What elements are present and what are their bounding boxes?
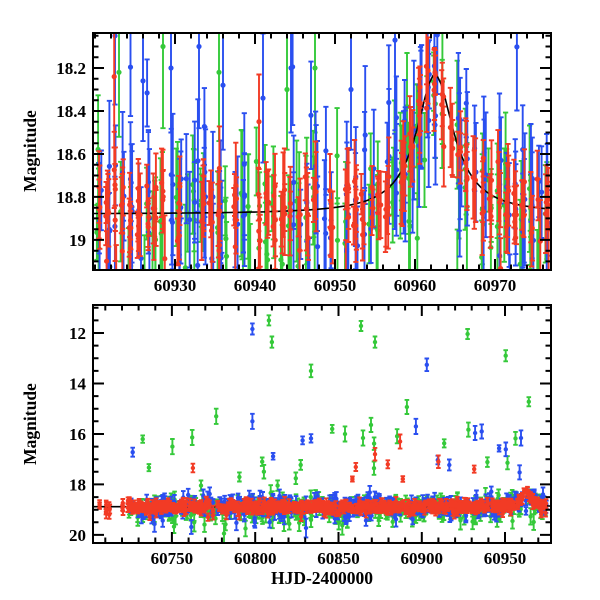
bottom-panel-data: [93, 314, 551, 543]
x-tick-label: 60800: [234, 549, 277, 568]
series-red-points: [97, 439, 549, 520]
y-tick-label: 14: [69, 375, 87, 394]
x-tick-label: 60950: [484, 549, 527, 568]
top-panel-axes: 60930 60940 60950 60960 60970 18.2 18.4 18.6 18.…: [56, 32, 552, 295]
top-y-axis-title: Magnitude: [20, 110, 40, 192]
y-tick-label: 18.2: [56, 59, 86, 78]
x-tick-label: 60850: [317, 549, 360, 568]
y-tick-label: 18.8: [56, 188, 86, 207]
y-tick-label: 19: [69, 231, 86, 250]
bottom-panel-axes: 60750 60800 60850 60900 60950 12 14 16 18 20: [69, 304, 552, 568]
x-tick-label: 60940: [234, 276, 277, 295]
x-tick-label: 60970: [474, 276, 517, 295]
x-axis-title: HJD-2400000: [271, 568, 373, 588]
x-tick-label: 60960: [394, 276, 437, 295]
y-tick-label: 16: [69, 425, 86, 444]
y-tick-label: 20: [69, 526, 86, 545]
x-tick-label: 60950: [314, 276, 357, 295]
x-tick-label: 60750: [151, 549, 194, 568]
x-tick-label: 60900: [401, 549, 444, 568]
y-tick-label: 18.4: [56, 102, 86, 121]
y-tick-label: 18.6: [56, 145, 86, 164]
axis-ticks: [93, 305, 551, 543]
series-blue-points: [96, 33, 551, 270]
top-panel-data: [93, 33, 551, 270]
y-tick-label: 12: [69, 324, 86, 343]
y-tick-label: 18: [69, 475, 86, 494]
x-tick-label: 60930: [154, 276, 197, 295]
axis-ticks: [93, 33, 551, 270]
axis-frame: [92, 32, 552, 271]
bottom-y-axis-title: Magnitude: [20, 383, 40, 465]
